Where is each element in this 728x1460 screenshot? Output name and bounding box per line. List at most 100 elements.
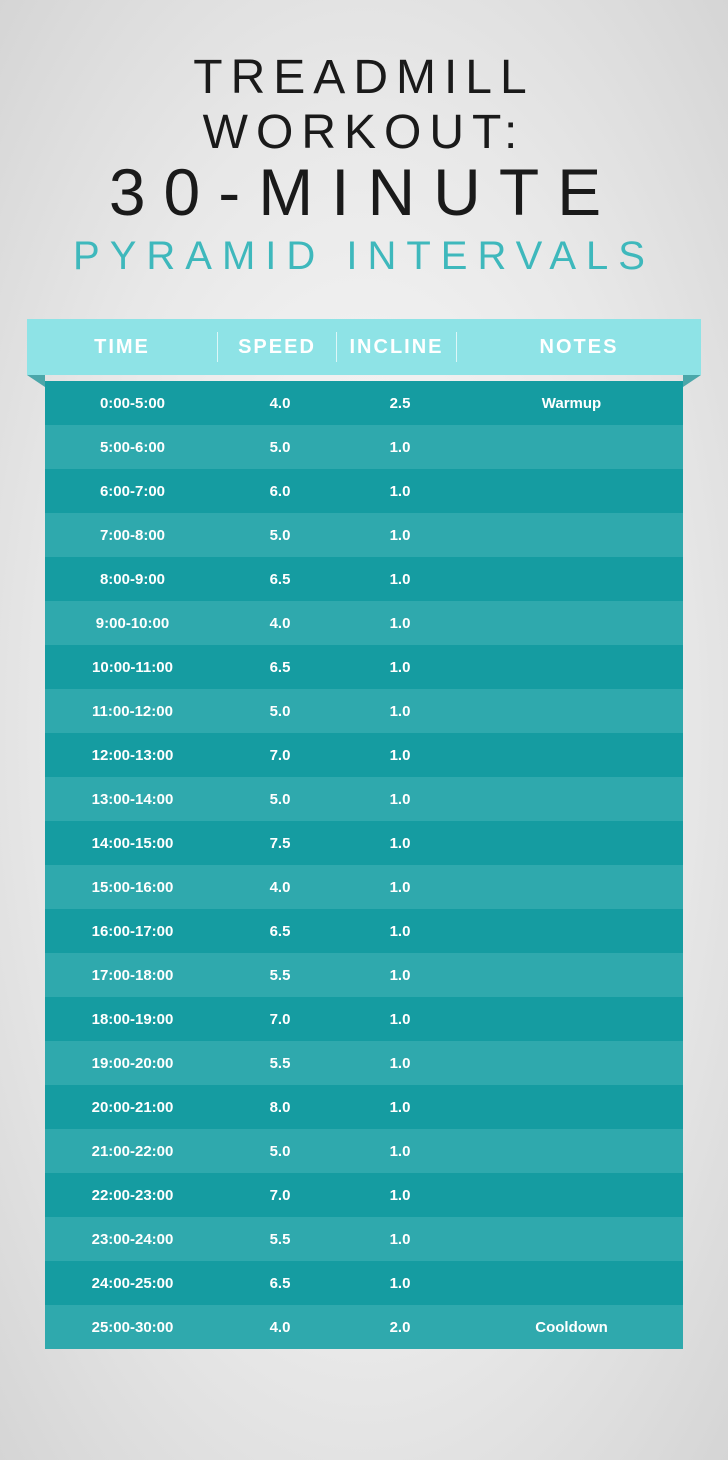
cell-incline: 1.0 xyxy=(340,1231,460,1248)
cell-speed: 7.0 xyxy=(220,1187,340,1204)
table-row: 19:00-20:005.51.0 xyxy=(45,1041,683,1085)
cell-speed: 6.5 xyxy=(220,659,340,676)
table-row: 18:00-19:007.01.0 xyxy=(45,997,683,1041)
cell-incline: 1.0 xyxy=(340,1055,460,1072)
col-notes-header: NOTES xyxy=(457,336,701,359)
table-header-banner: TIME SPEED INCLINE NOTES xyxy=(27,319,701,381)
cell-speed: 7.0 xyxy=(220,747,340,764)
cell-incline: 2.5 xyxy=(340,395,460,412)
cell-incline: 1.0 xyxy=(340,615,460,632)
table-row: 12:00-13:007.01.0 xyxy=(45,733,683,777)
cell-incline: 1.0 xyxy=(340,879,460,896)
banner-fold-right-icon xyxy=(683,375,701,387)
title-line2: 30-MINUTE xyxy=(45,154,683,230)
cell-time: 11:00-12:00 xyxy=(45,703,220,720)
title-block: TREADMILL WORKOUT: 30-MINUTE PYRAMID INT… xyxy=(45,50,683,279)
cell-speed: 4.0 xyxy=(220,395,340,412)
cell-time: 5:00-6:00 xyxy=(45,439,220,456)
title-line3: PYRAMID INTERVALS xyxy=(45,234,683,279)
cell-time: 22:00-23:00 xyxy=(45,1187,220,1204)
table-row: 17:00-18:005.51.0 xyxy=(45,953,683,997)
cell-time: 15:00-16:00 xyxy=(45,879,220,896)
cell-time: 6:00-7:00 xyxy=(45,483,220,500)
cell-incline: 1.0 xyxy=(340,791,460,808)
cell-time: 16:00-17:00 xyxy=(45,923,220,940)
cell-speed: 5.5 xyxy=(220,1231,340,1248)
cell-time: 0:00-5:00 xyxy=(45,395,220,412)
cell-time: 24:00-25:00 xyxy=(45,1275,220,1292)
table-row: 13:00-14:005.01.0 xyxy=(45,777,683,821)
cell-speed: 5.5 xyxy=(220,967,340,984)
cell-time: 13:00-14:00 xyxy=(45,791,220,808)
cell-speed: 5.0 xyxy=(220,1143,340,1160)
cell-speed: 5.0 xyxy=(220,791,340,808)
table-row: 6:00-7:006.01.0 xyxy=(45,469,683,513)
cell-time: 7:00-8:00 xyxy=(45,527,220,544)
table-row: 25:00-30:004.02.0Cooldown xyxy=(45,1305,683,1349)
title-line1: TREADMILL WORKOUT: xyxy=(45,50,683,160)
table-row: 8:00-9:006.51.0 xyxy=(45,557,683,601)
cell-time: 25:00-30:00 xyxy=(45,1319,220,1336)
table-row: 21:00-22:005.01.0 xyxy=(45,1129,683,1173)
cell-time: 8:00-9:00 xyxy=(45,571,220,588)
table-row: 9:00-10:004.01.0 xyxy=(45,601,683,645)
cell-incline: 1.0 xyxy=(340,659,460,676)
cell-incline: 1.0 xyxy=(340,1187,460,1204)
cell-incline: 2.0 xyxy=(340,1319,460,1336)
cell-time: 18:00-19:00 xyxy=(45,1011,220,1028)
table-row: 7:00-8:005.01.0 xyxy=(45,513,683,557)
banner-fold-left-icon xyxy=(27,375,45,387)
cell-incline: 1.0 xyxy=(340,747,460,764)
cell-incline: 1.0 xyxy=(340,1011,460,1028)
cell-time: 14:00-15:00 xyxy=(45,835,220,852)
table-row: 23:00-24:005.51.0 xyxy=(45,1217,683,1261)
table-row: 14:00-15:007.51.0 xyxy=(45,821,683,865)
cell-time: 20:00-21:00 xyxy=(45,1099,220,1116)
cell-time: 23:00-24:00 xyxy=(45,1231,220,1248)
cell-speed: 7.5 xyxy=(220,835,340,852)
cell-time: 17:00-18:00 xyxy=(45,967,220,984)
cell-time: 19:00-20:00 xyxy=(45,1055,220,1072)
cell-time: 21:00-22:00 xyxy=(45,1143,220,1160)
cell-time: 12:00-13:00 xyxy=(45,747,220,764)
cell-incline: 1.0 xyxy=(340,1143,460,1160)
col-speed-header: SPEED xyxy=(217,332,337,362)
cell-incline: 1.0 xyxy=(340,923,460,940)
cell-notes: Warmup xyxy=(460,395,683,412)
cell-incline: 1.0 xyxy=(340,967,460,984)
cell-incline: 1.0 xyxy=(340,1275,460,1292)
table-row: 0:00-5:004.02.5Warmup xyxy=(45,381,683,425)
cell-speed: 5.0 xyxy=(220,703,340,720)
cell-speed: 5.0 xyxy=(220,439,340,456)
cell-incline: 1.0 xyxy=(340,835,460,852)
cell-incline: 1.0 xyxy=(340,571,460,588)
cell-speed: 6.5 xyxy=(220,1275,340,1292)
cell-speed: 4.0 xyxy=(220,615,340,632)
table-row: 15:00-16:004.01.0 xyxy=(45,865,683,909)
cell-speed: 4.0 xyxy=(220,879,340,896)
cell-incline: 1.0 xyxy=(340,703,460,720)
col-incline-header: INCLINE xyxy=(337,332,457,362)
table-header-row: TIME SPEED INCLINE NOTES xyxy=(27,319,701,375)
cell-speed: 6.5 xyxy=(220,571,340,588)
col-time-header: TIME xyxy=(27,336,217,359)
cell-speed: 6.5 xyxy=(220,923,340,940)
table-row: 10:00-11:006.51.0 xyxy=(45,645,683,689)
cell-time: 10:00-11:00 xyxy=(45,659,220,676)
table-row: 20:00-21:008.01.0 xyxy=(45,1085,683,1129)
table-row: 24:00-25:006.51.0 xyxy=(45,1261,683,1305)
cell-incline: 1.0 xyxy=(340,1099,460,1116)
cell-speed: 4.0 xyxy=(220,1319,340,1336)
cell-speed: 5.5 xyxy=(220,1055,340,1072)
cell-speed: 8.0 xyxy=(220,1099,340,1116)
cell-speed: 7.0 xyxy=(220,1011,340,1028)
table-row: 16:00-17:006.51.0 xyxy=(45,909,683,953)
table-row: 11:00-12:005.01.0 xyxy=(45,689,683,733)
cell-incline: 1.0 xyxy=(340,527,460,544)
cell-time: 9:00-10:00 xyxy=(45,615,220,632)
cell-incline: 1.0 xyxy=(340,439,460,456)
workout-table-body: 0:00-5:004.02.5Warmup5:00-6:005.01.06:00… xyxy=(45,381,683,1349)
cell-incline: 1.0 xyxy=(340,483,460,500)
cell-speed: 5.0 xyxy=(220,527,340,544)
table-row: 22:00-23:007.01.0 xyxy=(45,1173,683,1217)
